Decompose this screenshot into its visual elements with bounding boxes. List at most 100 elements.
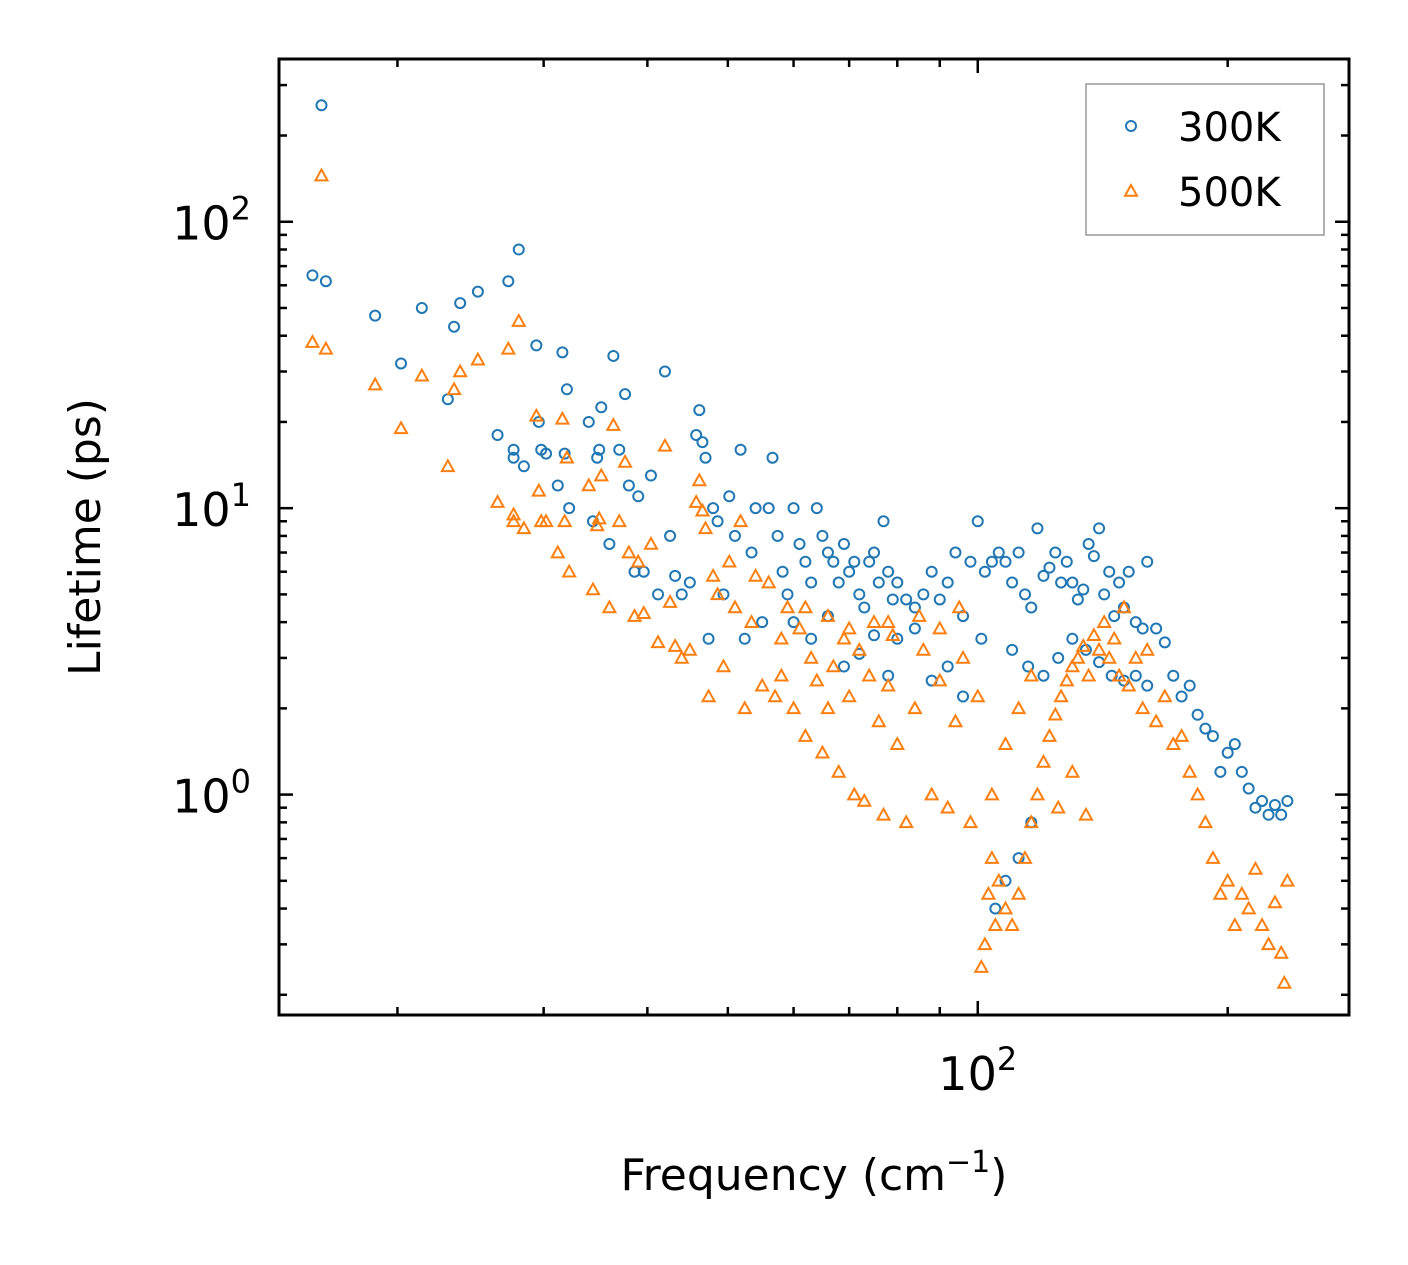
point-500K-36 bbox=[630, 553, 646, 568]
point-300K-51 bbox=[711, 515, 724, 528]
point-500K-113 bbox=[1070, 649, 1086, 664]
point-500K-126 bbox=[1139, 641, 1155, 656]
point-500K-27 bbox=[589, 517, 605, 532]
point-300K-100 bbox=[999, 555, 1012, 568]
point-300K-31 bbox=[607, 349, 620, 362]
point-500K-110 bbox=[1053, 688, 1069, 703]
point-500K-43 bbox=[674, 649, 690, 664]
point-300K-143 bbox=[1275, 808, 1288, 821]
point-500K-153 bbox=[1050, 799, 1066, 814]
point-300K-68 bbox=[805, 576, 818, 589]
point-500K-100 bbox=[991, 872, 1007, 887]
point-300K-123 bbox=[1129, 616, 1142, 629]
point-300K-89 bbox=[925, 565, 938, 578]
point-300K-79 bbox=[863, 555, 876, 568]
point-300K-156 bbox=[989, 902, 1002, 915]
point-300K-2 bbox=[319, 275, 332, 288]
point-300K-7 bbox=[448, 320, 461, 333]
point-500K-115 bbox=[1080, 667, 1097, 682]
point-300K-19 bbox=[540, 447, 553, 460]
point-500K-98 bbox=[984, 850, 1000, 864]
point-300K-88 bbox=[917, 588, 930, 601]
point-300K-75 bbox=[843, 565, 856, 578]
legend: 300K 500K bbox=[1085, 83, 1325, 236]
point-300K-21 bbox=[556, 346, 569, 359]
point-300K-109 bbox=[1055, 576, 1068, 589]
point-300K-83 bbox=[882, 565, 895, 578]
point-500K-118 bbox=[1096, 614, 1112, 628]
point-500K-99 bbox=[987, 917, 1004, 931]
point-500K-52 bbox=[715, 658, 732, 673]
point-300K-139 bbox=[1249, 801, 1262, 814]
point-300K-96 bbox=[975, 632, 988, 645]
point-300K-155 bbox=[1141, 679, 1154, 692]
legend-label-500K: 500K bbox=[1178, 170, 1282, 216]
point-500K-103 bbox=[1010, 885, 1027, 900]
point-500K-68 bbox=[809, 672, 825, 687]
point-300K-154 bbox=[1129, 669, 1142, 682]
point-500K-41 bbox=[662, 594, 678, 608]
point-300K-80 bbox=[868, 546, 881, 559]
point-300K-71 bbox=[821, 546, 834, 559]
point-300K-105 bbox=[1031, 522, 1044, 535]
point-500K-128 bbox=[1157, 688, 1173, 703]
point-300K-57 bbox=[745, 546, 758, 559]
point-500K-84 bbox=[889, 736, 905, 750]
point-500K-159 bbox=[797, 599, 814, 614]
point-500K-62 bbox=[773, 630, 790, 645]
point-300K-86 bbox=[900, 593, 913, 606]
point-500K-19 bbox=[538, 513, 554, 528]
point-300K-98 bbox=[985, 555, 998, 568]
point-300K-25 bbox=[582, 415, 595, 428]
point-300K-146 bbox=[1022, 660, 1035, 673]
point-500K-71 bbox=[825, 658, 842, 673]
point-500K-119 bbox=[1101, 649, 1117, 664]
point-500K-141 bbox=[1254, 917, 1270, 931]
point-500K-47 bbox=[694, 502, 711, 517]
series-500K bbox=[304, 167, 1296, 989]
point-500K-53 bbox=[721, 553, 737, 568]
point-500K-97 bbox=[980, 885, 997, 900]
point-300K-166 bbox=[805, 632, 818, 645]
point-300K-145 bbox=[1006, 643, 1019, 656]
point-500K-35 bbox=[626, 608, 643, 622]
point-300K-59 bbox=[756, 616, 769, 629]
point-500K-9 bbox=[470, 351, 486, 366]
point-500K-121 bbox=[1111, 667, 1127, 682]
point-300K-165 bbox=[787, 616, 800, 629]
point-500K-157 bbox=[880, 614, 896, 628]
point-500K-150 bbox=[984, 786, 1000, 801]
point-300K-117 bbox=[1098, 588, 1111, 601]
point-500K-55 bbox=[732, 513, 749, 528]
point-300K-49 bbox=[702, 632, 715, 645]
point-300K-40 bbox=[658, 365, 671, 378]
point-300K-95 bbox=[971, 515, 984, 528]
point-300K-102 bbox=[1012, 546, 1025, 559]
point-300K-11 bbox=[502, 275, 515, 288]
point-500K-148 bbox=[1023, 667, 1039, 682]
point-500K-82 bbox=[880, 677, 896, 692]
point-300K-112 bbox=[1071, 593, 1084, 606]
point-500K-93 bbox=[962, 814, 979, 829]
point-500K-117 bbox=[1091, 641, 1107, 656]
point-300K-124 bbox=[1136, 622, 1149, 635]
point-500K-92 bbox=[955, 649, 971, 664]
point-500K-79 bbox=[866, 614, 882, 628]
point-500K-57 bbox=[743, 614, 760, 628]
point-500K-95 bbox=[973, 958, 990, 973]
point-300K-137 bbox=[1235, 765, 1248, 778]
point-500K-90 bbox=[939, 799, 956, 814]
point-500K-101 bbox=[997, 900, 1014, 915]
point-500K-37 bbox=[636, 605, 652, 619]
point-300K-148 bbox=[1052, 651, 1065, 664]
point-500K-74 bbox=[841, 688, 857, 703]
point-500K-131 bbox=[1181, 763, 1198, 778]
point-300K-91 bbox=[941, 576, 954, 589]
point-500K-75 bbox=[846, 786, 862, 801]
point-500K-81 bbox=[875, 806, 892, 821]
point-500K-15 bbox=[516, 520, 532, 535]
point-300K-130 bbox=[1183, 679, 1196, 692]
point-500K-0 bbox=[304, 334, 321, 348]
point-300K-73 bbox=[832, 576, 845, 589]
